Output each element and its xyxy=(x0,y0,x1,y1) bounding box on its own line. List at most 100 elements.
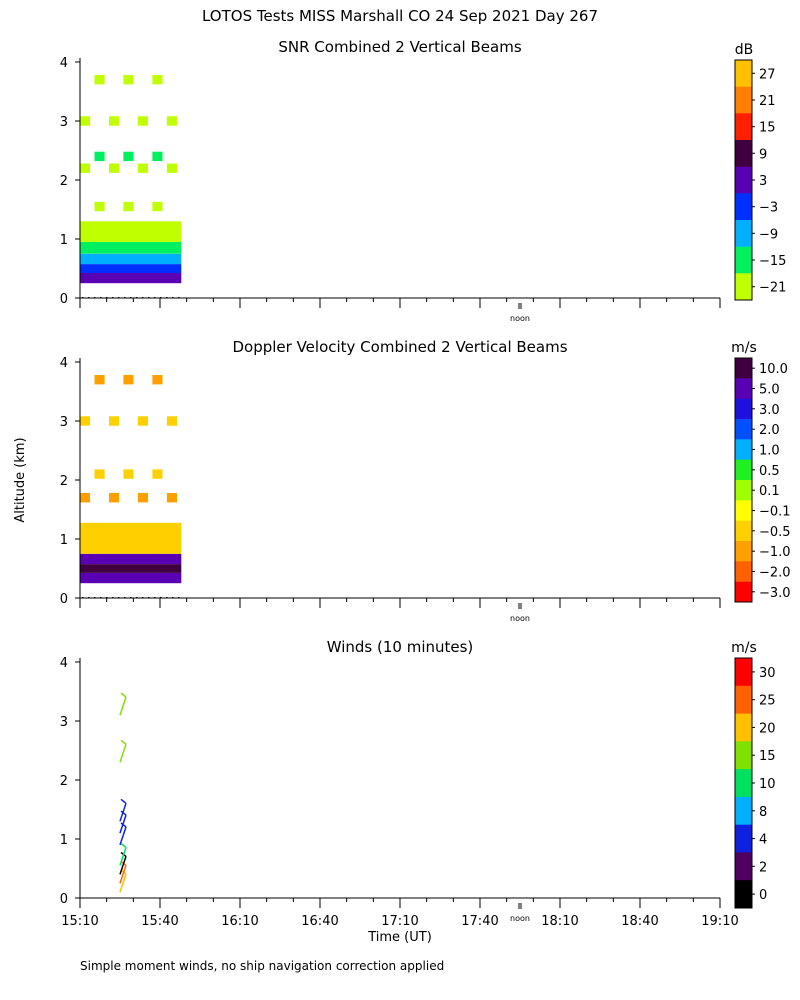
wind-barb xyxy=(119,814,127,834)
y-tick-label: 3 xyxy=(60,115,68,130)
colorbar-swatch xyxy=(735,741,752,770)
x-tick-label: 18:10 xyxy=(541,914,578,929)
colorbar-frame xyxy=(734,657,753,909)
wind-barb xyxy=(119,803,127,822)
heatmap-cell xyxy=(152,375,163,385)
colorbar-swatch xyxy=(735,113,752,141)
heatmap-cell xyxy=(109,493,120,503)
colorbar-label: 27 xyxy=(759,67,776,82)
panels: SNR Combined 2 Vertical Beams 0 1 2 3 4 noon dB… xyxy=(60,38,791,929)
colorbar-unit: dB xyxy=(735,42,754,58)
noon-label: noon xyxy=(510,914,530,923)
heatmap-cell xyxy=(137,163,148,173)
colorbar-label: 4 xyxy=(759,833,767,848)
colorbar-swatch xyxy=(735,658,752,687)
colorbar-label: −9 xyxy=(759,227,778,242)
colorbar-label: −15 xyxy=(759,254,786,269)
colorbar-label: 0 xyxy=(759,888,767,903)
colorbar-label: 2 xyxy=(759,860,767,875)
heatmap-cell xyxy=(109,116,120,126)
wind-barb xyxy=(119,865,127,884)
heatmap-cell xyxy=(80,493,91,503)
colorbar-label: 9 xyxy=(759,147,767,162)
colorbar-swatch xyxy=(735,685,752,715)
x-tick-label: 18:40 xyxy=(621,914,658,929)
y-tick-label: 1 xyxy=(60,533,68,548)
colorbar-label: 5.0 xyxy=(759,383,780,398)
heatmap-cell xyxy=(109,416,120,426)
heatmap-cell xyxy=(80,572,182,584)
colorbar-label: 15 xyxy=(759,749,776,764)
colorbar-label: −0.1 xyxy=(759,505,791,520)
x-tick-label: 17:40 xyxy=(461,914,498,929)
heatmap-cell xyxy=(80,253,182,265)
heatmap-cell xyxy=(123,75,134,85)
colorbar-swatch xyxy=(735,358,752,379)
wind-barb-flag xyxy=(120,798,127,804)
colorbar-swatch xyxy=(735,166,752,194)
heatmap-cell xyxy=(123,375,134,385)
x-axis-label: Time (UT) xyxy=(367,930,432,945)
wind-barb-flag xyxy=(120,739,127,745)
x-tick-label: 16:10 xyxy=(221,914,258,929)
wind-barb-flag xyxy=(120,692,127,698)
heatmap-cell xyxy=(80,163,91,173)
colorbar-swatch xyxy=(735,769,752,798)
colorbar-label: −2.0 xyxy=(759,566,791,581)
colorbar-swatch xyxy=(735,220,752,248)
heatmap-cell xyxy=(94,375,105,385)
heatmap-cell xyxy=(94,75,105,85)
y-tick-label: 4 xyxy=(60,56,68,71)
heatmap-cell xyxy=(123,201,134,212)
x-tick-label: 15:40 xyxy=(141,914,178,929)
heatmap-cell xyxy=(80,264,182,273)
colorbar-label: 10.0 xyxy=(759,362,788,377)
colorbar-swatch xyxy=(735,398,752,420)
colorbar-swatch xyxy=(735,246,752,274)
x-tick-label: 19:10 xyxy=(701,914,738,929)
colorbar-label: 15 xyxy=(759,121,776,136)
colorbar-swatch xyxy=(735,520,752,542)
colorbar-label: 3 xyxy=(759,174,767,189)
heatmap-cell xyxy=(94,201,105,212)
heatmap-cell xyxy=(94,151,105,162)
colorbar-unit: m/s xyxy=(731,340,757,356)
colorbar-unit: m/s xyxy=(731,640,757,656)
figure-title: LOTOS Tests MISS Marshall CO 24 Sep 2021… xyxy=(202,7,598,25)
heatmap-cell xyxy=(152,151,163,162)
colorbar-swatch xyxy=(735,561,752,583)
colorbar-swatch xyxy=(735,541,752,562)
heatmap-cell xyxy=(166,416,177,426)
heatmap-cell xyxy=(80,116,91,126)
colorbar-swatch xyxy=(735,439,752,461)
panel-3: Winds (10 minutes) 0 1 2 3 4 15:10 15:40 16:10 16… xyxy=(60,638,776,929)
colorbar-swatch xyxy=(735,581,752,603)
panel-1: SNR Combined 2 Vertical Beams 0 1 2 3 4 noon dB… xyxy=(60,38,787,323)
heatmap-cell xyxy=(123,151,134,162)
heatmap-cell xyxy=(80,416,91,426)
y-tick-label: 0 xyxy=(60,892,68,907)
colorbar-label: 20 xyxy=(759,721,776,736)
colorbar-label: −3.0 xyxy=(759,586,791,601)
colorbar-swatch xyxy=(735,459,752,481)
colorbar-label: 1.0 xyxy=(759,444,780,459)
y-tick-label: 1 xyxy=(60,833,68,848)
colorbar-swatch xyxy=(735,500,752,522)
wind-barb xyxy=(119,873,127,893)
colorbar-swatch xyxy=(735,713,752,742)
colorbar-swatch xyxy=(735,796,752,826)
colorbar-swatch xyxy=(735,880,752,909)
colorbar-swatch xyxy=(735,86,752,114)
heatmap-cell xyxy=(80,272,182,284)
y-axis-label: Altitude (km) xyxy=(13,437,28,522)
heatmap-cell xyxy=(80,522,182,554)
colorbar-swatch xyxy=(735,378,752,400)
heatmap-cell xyxy=(137,493,148,503)
y-tick-label: 2 xyxy=(60,474,68,489)
y-tick-label: 3 xyxy=(60,715,68,730)
colorbar-frame xyxy=(734,357,753,603)
colorbar-label: 0.1 xyxy=(759,484,780,499)
colorbar-label: 8 xyxy=(759,805,767,820)
y-tick-label: 2 xyxy=(60,174,68,189)
